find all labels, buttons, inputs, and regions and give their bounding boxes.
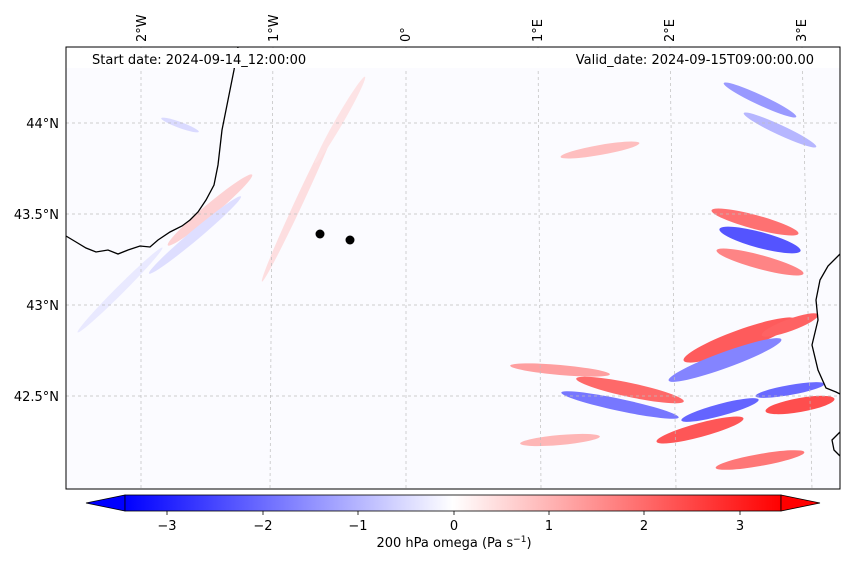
lon-label: 1°W <box>267 14 282 42</box>
colorbar: −3 −2 −1 0 1 2 3 200 hPa omega (Pa s−1) <box>85 494 821 551</box>
colorbar-tick-label: 3 <box>736 519 744 534</box>
colorbar-title-exponent: −1 <box>513 535 526 545</box>
gridlines <box>66 46 840 490</box>
colorbar-title-main: 200 hPa omega (Pa s <box>376 536 513 551</box>
colorbar-max-extend <box>780 494 821 512</box>
lon-label: 0° <box>399 27 414 42</box>
omega-field <box>77 76 835 470</box>
colorbar-min-extend <box>85 494 126 512</box>
colorbar-tick-label: 2 <box>640 519 648 534</box>
map-panel: Start date: 2024-09-14_12:00:00 Valid_da… <box>65 46 841 490</box>
longitude-labels: 2°W 1°W 0° 1°E 2°E 3°E <box>135 14 810 42</box>
lat-label: 43.5°N <box>14 208 59 223</box>
colorbar-tick-label: −3 <box>157 519 176 534</box>
lon-label: 2°W <box>135 14 150 42</box>
lon-label: 2°E <box>663 19 678 42</box>
map-frame <box>65 46 841 490</box>
colorbar-gradient <box>124 494 782 512</box>
coastline <box>65 46 841 457</box>
valid-date-label: Valid_date: 2024-09-15T09:00:00.00 <box>576 53 814 68</box>
colorbar-tick-label: −2 <box>253 519 272 534</box>
colorbar-title: 200 hPa omega (Pa s−1) <box>376 535 531 551</box>
lat-label: 42.5°N <box>14 390 59 405</box>
colorbar-title-close: ) <box>526 536 531 551</box>
header-band <box>66 48 840 68</box>
colorbar-tick-label: 1 <box>545 519 553 534</box>
station-1-marker <box>315 229 325 239</box>
start-date-label: Start date: 2024-09-14_12:00:00 <box>92 53 306 68</box>
lon-label: 3°E <box>795 19 810 42</box>
lon-label: 1°E <box>531 19 546 42</box>
colorbar-tick-label: −1 <box>348 519 367 534</box>
colorbar-tick-label: 0 <box>450 519 458 534</box>
latitude-labels: 44°N 43.5°N 43°N 42.5°N <box>14 117 59 405</box>
station-markers <box>315 229 355 245</box>
lat-label: 44°N <box>26 117 59 132</box>
station-2-marker <box>345 235 355 245</box>
colorbar-tick-marks <box>166 511 741 515</box>
lat-label: 43°N <box>26 299 59 314</box>
